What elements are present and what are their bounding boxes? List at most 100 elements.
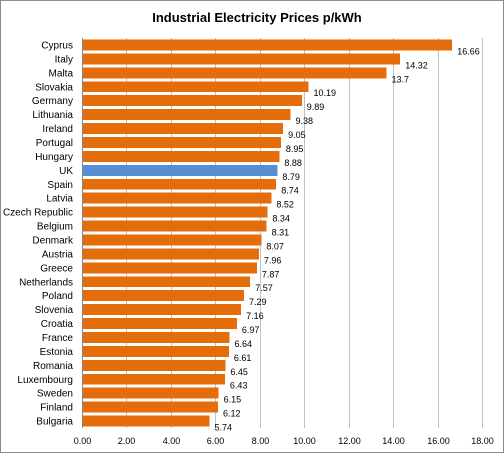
value-label: 6.15	[224, 395, 242, 405]
category-label: Denmark	[32, 235, 74, 246]
bar-portugal	[82, 137, 281, 148]
bar-slovenia	[82, 304, 242, 316]
category-label: Germany	[32, 96, 73, 107]
value-label: 8.95	[286, 144, 304, 154]
bar-poland	[82, 290, 244, 302]
category-label: Slovenia	[35, 305, 74, 316]
category-label: Romania	[33, 361, 73, 372]
bar-hungary	[82, 150, 280, 162]
x-tick-label: 2.00	[118, 436, 136, 446]
value-labels: 16.66 14.32 13.7 10.19 9.89 9.38 9.05 8.95 8.88 8…	[215, 46, 480, 432]
value-label: 7.16	[246, 311, 264, 321]
value-label: 8.31	[272, 227, 290, 237]
category-label: Bulgaria	[36, 417, 73, 428]
bar-greece	[82, 262, 257, 274]
category-labels: Cyprus Italy Malta Slovakia Germany Lithuania…	[3, 40, 74, 427]
value-label: 6.45	[230, 367, 248, 377]
bar-latvia	[82, 192, 272, 204]
bar-romania	[82, 359, 226, 371]
x-tick-label: 0.00	[74, 436, 92, 446]
x-tick-label: 16.00	[427, 436, 450, 446]
bar-estonia	[82, 345, 229, 357]
category-label: Croatia	[41, 319, 74, 330]
bar-netherlands	[82, 276, 251, 288]
category-label: Belgium	[37, 222, 73, 233]
bar-ireland	[82, 123, 284, 134]
x-tick-label: 6.00	[207, 436, 225, 446]
value-label: 6.64	[235, 339, 253, 349]
category-label: Malta	[49, 68, 74, 79]
x-tick-label: 4.00	[163, 436, 181, 446]
category-label: Cyprus	[41, 40, 73, 51]
value-label: 9.38	[295, 116, 313, 126]
category-label: Latvia	[46, 194, 73, 205]
value-label: 7.29	[249, 297, 267, 307]
value-label: 8.88	[284, 158, 302, 168]
x-tick-label: 12.00	[338, 436, 361, 446]
value-label: 6.43	[230, 381, 248, 391]
value-label: 9.89	[307, 102, 325, 112]
value-label: 7.96	[264, 255, 282, 265]
category-label: Czech Republic	[3, 208, 73, 219]
x-tick-label: 10.00	[293, 436, 316, 446]
value-label: 7.87	[262, 269, 280, 279]
x-tick-labels: 0.00 2.00 4.00 6.00 8.00 10.00 12.00 14.00 16.00…	[74, 436, 494, 446]
bar-malta	[82, 67, 387, 79]
bar-czech-republic	[82, 206, 268, 218]
bar-italy	[82, 53, 401, 65]
bar-croatia	[82, 318, 237, 329]
value-label: 9.05	[288, 130, 306, 140]
value-label: 8.79	[282, 172, 300, 182]
x-tick-label: 18.00	[471, 436, 494, 446]
bar-spain	[82, 178, 277, 190]
category-label: Spain	[47, 180, 73, 191]
category-label: Lithuania	[32, 110, 73, 121]
value-label: 8.34	[272, 214, 290, 224]
category-label: Hungary	[35, 152, 73, 163]
category-label: Portugal	[36, 138, 73, 149]
bar-sweden	[82, 387, 219, 399]
x-tick-label: 14.00	[382, 436, 405, 446]
chart-title: Industrial Electricity Prices p/kWh	[152, 10, 362, 25]
bar-belgium	[82, 220, 267, 232]
bar-luxembourg	[82, 373, 225, 385]
value-label: 8.07	[266, 241, 284, 251]
bar-lithuania	[82, 109, 291, 121]
category-label: Poland	[42, 291, 73, 302]
bar-austria	[82, 248, 259, 260]
category-label: Ireland	[42, 124, 73, 135]
bar-france	[82, 332, 230, 343]
value-label: 8.74	[281, 186, 299, 196]
bars	[82, 39, 453, 427]
category-label: UK	[59, 166, 73, 177]
category-label: Netherlands	[19, 277, 73, 288]
bar-finland	[82, 401, 218, 413]
bar-cyprus	[82, 39, 453, 51]
bar-bulgaria	[82, 415, 210, 427]
bar-denmark	[82, 234, 262, 246]
value-label: 5.74	[215, 422, 233, 432]
value-label: 6.61	[234, 353, 252, 363]
category-label: Slovakia	[35, 82, 73, 93]
value-label: 16.66	[457, 46, 480, 56]
value-label: 7.57	[255, 283, 273, 293]
value-label: 8.52	[276, 200, 294, 210]
bar-germany	[82, 95, 302, 107]
category-label: Greece	[40, 263, 73, 274]
category-label: Estonia	[40, 347, 74, 358]
category-label: France	[42, 333, 74, 344]
bar-slovakia	[82, 81, 309, 93]
value-label: 6.97	[242, 325, 260, 335]
category-label: Sweden	[37, 389, 73, 400]
category-label: Finland	[40, 403, 73, 414]
x-tick-label: 8.00	[252, 436, 270, 446]
value-label: 10.19	[313, 88, 336, 98]
value-label: 13.7	[391, 74, 409, 84]
value-label: 14.32	[405, 60, 428, 70]
category-label: Austria	[42, 249, 74, 260]
category-label: Luxembourg	[17, 375, 73, 386]
value-label: 6.12	[223, 409, 241, 419]
category-label: Italy	[55, 54, 73, 65]
